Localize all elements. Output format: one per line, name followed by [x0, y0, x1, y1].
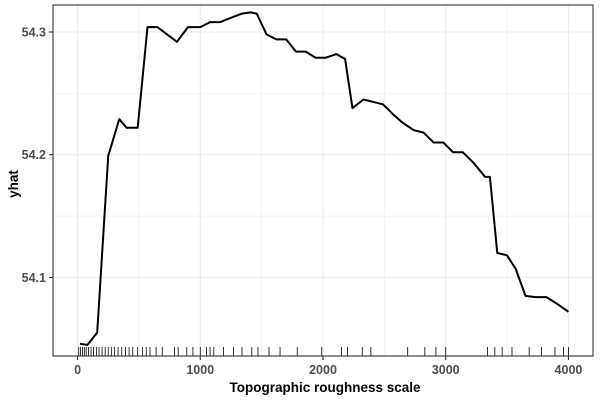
y-tick-label: 54.3 [22, 26, 46, 40]
x-tick-label: 0 [74, 363, 81, 377]
x-tick-label: 2000 [309, 363, 337, 377]
y-tick-label: 54.2 [22, 148, 46, 162]
x-tick-label: 3000 [432, 363, 460, 377]
rug-marks [78, 347, 569, 356]
x-axis-title: Topographic roughness scale [229, 380, 421, 395]
x-tick-label: 4000 [555, 363, 583, 377]
x-tick-label: 1000 [186, 363, 214, 377]
y-axis-title: yhat [6, 170, 21, 198]
major-gridlines [53, 5, 593, 356]
x-axis-ticks: 0 1000 2000 3000 4000 [74, 356, 582, 377]
y-axis-ticks: 54.1 54.2 54.3 [22, 26, 53, 285]
y-tick-label: 54.1 [22, 271, 46, 285]
yhat-line [79, 11, 570, 346]
